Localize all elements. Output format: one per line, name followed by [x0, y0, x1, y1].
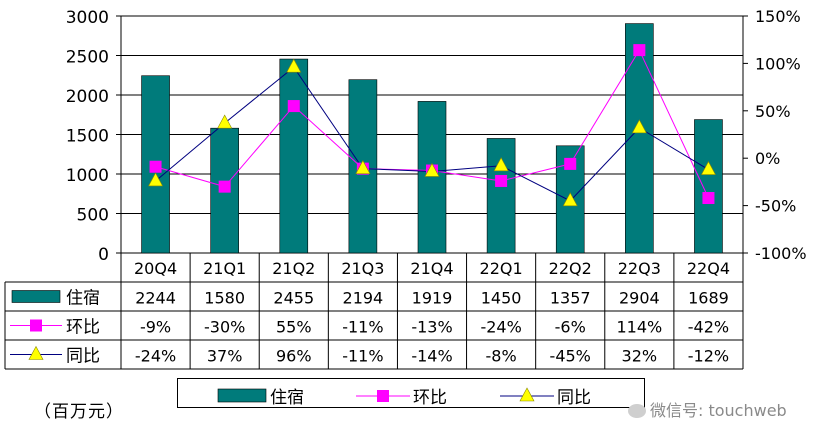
table-cell: -30% — [204, 318, 245, 337]
left-tick-label: 2000 — [66, 87, 109, 107]
marker-square — [702, 192, 715, 205]
table-cell: -6% — [555, 318, 586, 337]
category-label: 22Q1 — [480, 259, 523, 278]
table-cell: 2455 — [273, 289, 314, 308]
table-cell: 37% — [207, 347, 243, 366]
legend-key-marker — [30, 319, 42, 332]
unit-label: （百万元） — [34, 402, 124, 422]
legend-marker-key — [519, 387, 535, 402]
table-cell: 55% — [276, 318, 312, 337]
table-cell: -24% — [480, 318, 521, 337]
category-label: 20Q4 — [134, 259, 177, 278]
table-cell: -13% — [411, 318, 452, 337]
right-tick-label: 100% — [755, 54, 801, 73]
watermark: 微信号: touchweb — [628, 397, 787, 421]
marker-triangle — [631, 119, 647, 134]
marker-triangle — [424, 162, 440, 177]
marker-square — [149, 160, 162, 173]
marker-square — [218, 180, 231, 193]
watermark-text: 微信号: touchweb — [650, 401, 787, 420]
category-label: 21Q2 — [272, 259, 315, 278]
category-label: 21Q1 — [203, 259, 246, 278]
category-label: 21Q3 — [341, 259, 384, 278]
table-cell: 1689 — [688, 289, 729, 308]
row-header: 环比 — [66, 318, 100, 338]
right-tick-label: 0% — [755, 149, 780, 168]
table-cell: 2194 — [343, 289, 384, 308]
category-label: 22Q4 — [687, 259, 730, 278]
right-tick-label: -50% — [755, 197, 796, 216]
legend-key-marker — [28, 345, 44, 360]
marker-square — [564, 157, 577, 170]
table-cell: -9% — [140, 318, 171, 337]
table-cell: 1357 — [550, 289, 591, 308]
table-cell: 96% — [276, 347, 312, 366]
table-cell: -8% — [486, 347, 517, 366]
left-tick-label: 1000 — [66, 166, 109, 186]
marker-triangle — [700, 160, 716, 175]
right-tick-label: -100% — [755, 244, 807, 263]
marker-triangle — [148, 172, 164, 187]
left-tick-label: 3000 — [66, 8, 109, 28]
table-cell: 1580 — [204, 289, 245, 308]
legend-label: 住宿 — [270, 388, 304, 408]
table-cell: -45% — [550, 347, 591, 366]
table-cell: 114% — [616, 318, 662, 337]
table-cell: -14% — [411, 347, 452, 366]
legend-label: 同比 — [557, 388, 591, 408]
legend-key-bar — [11, 290, 61, 303]
table-cell: 1919 — [412, 289, 453, 308]
table-cell: -11% — [342, 347, 383, 366]
row-header: 同比 — [66, 347, 100, 367]
left-tick-label: 2500 — [66, 48, 109, 68]
left-tick-label: 1500 — [66, 127, 109, 147]
left-tick-label: 0 — [98, 245, 109, 265]
marker-square — [495, 174, 508, 187]
marker-triangle — [493, 157, 509, 172]
table-cell: -12% — [688, 347, 729, 366]
legend-bar-key — [217, 388, 267, 403]
table-cell: -24% — [135, 347, 176, 366]
marker-square — [287, 100, 300, 113]
table-cell: -42% — [688, 318, 729, 337]
bar — [486, 138, 516, 254]
wechat-icon — [628, 403, 646, 418]
marker-triangle — [286, 58, 302, 73]
marker-triangle — [217, 114, 233, 129]
marker-triangle — [562, 192, 578, 207]
table-cell: -11% — [342, 318, 383, 337]
table-cell: 2244 — [135, 289, 176, 308]
bar — [694, 119, 723, 254]
right-tick-label: 150% — [755, 7, 801, 26]
marker-square — [633, 44, 646, 57]
bar — [279, 58, 309, 254]
row-header: 住宿 — [66, 289, 100, 309]
legend-marker-key — [377, 390, 389, 402]
category-label: 21Q4 — [410, 259, 453, 278]
marker-triangle — [355, 159, 371, 174]
category-label: 22Q3 — [618, 259, 661, 278]
table-cell: 1450 — [481, 289, 522, 308]
legend-label: 环比 — [413, 388, 447, 408]
table-cell: 32% — [622, 347, 658, 366]
category-label: 22Q2 — [549, 259, 592, 278]
legend-box — [177, 378, 645, 408]
left-tick-label: 500 — [77, 206, 109, 226]
bar — [417, 101, 447, 254]
right-tick-label: 50% — [755, 102, 791, 121]
table-cell: 2904 — [619, 289, 660, 308]
